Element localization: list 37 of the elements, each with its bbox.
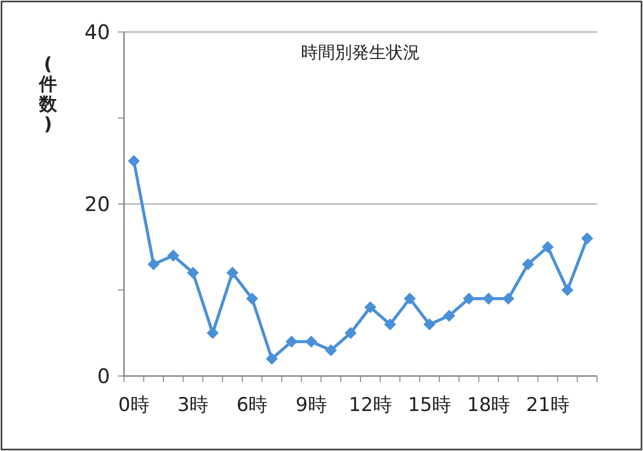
- point: [246, 292, 258, 305]
- x-tick-label: 21時: [526, 394, 570, 416]
- point: [266, 352, 278, 365]
- point: [423, 318, 436, 330]
- y-tick-label: 0: [97, 364, 110, 388]
- point: [305, 336, 318, 348]
- y-axis-title: (件数): [38, 54, 58, 135]
- point: [502, 292, 514, 305]
- point: [206, 327, 219, 339]
- point: [482, 292, 495, 305]
- point: [148, 258, 160, 270]
- point: [344, 327, 357, 339]
- point: [542, 241, 554, 253]
- point: [364, 301, 376, 314]
- x-tick-label: 9時: [296, 394, 327, 416]
- x-tick-label: 15時: [408, 394, 452, 416]
- point: [561, 284, 574, 296]
- point: [522, 258, 534, 270]
- point: [581, 232, 594, 244]
- y-tick-label: 40: [84, 20, 110, 44]
- point: [286, 336, 298, 348]
- x-tick-label: 6時: [236, 394, 268, 416]
- point: [443, 310, 456, 322]
- x-tick-label: 0時: [118, 394, 150, 416]
- point: [404, 292, 416, 305]
- point: [226, 266, 238, 279]
- x-tick-label: 18時: [467, 394, 510, 416]
- point: [186, 266, 199, 279]
- point: [384, 318, 396, 330]
- text: 時間別発生状況: [301, 43, 420, 63]
- y-tick-label: 20: [84, 192, 110, 216]
- point: [462, 292, 475, 305]
- x-tick-label: 12時: [348, 394, 392, 416]
- point: [324, 344, 337, 356]
- x-tick-label: 3時: [177, 394, 209, 416]
- point: [128, 155, 140, 167]
- point: [167, 250, 180, 262]
